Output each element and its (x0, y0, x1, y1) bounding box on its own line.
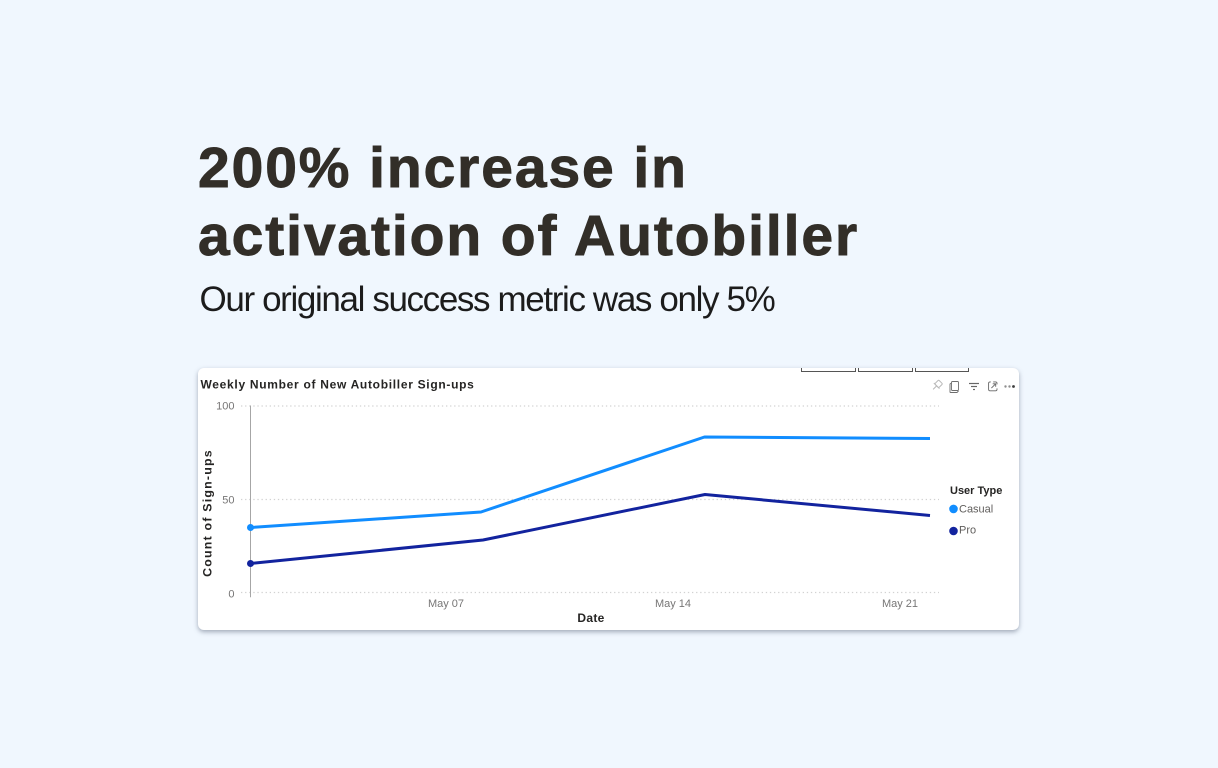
svg-text:May 14: May 14 (655, 598, 691, 610)
svg-text:Pro: Pro (959, 525, 976, 537)
svg-text:100: 100 (216, 401, 234, 413)
svg-text:Casual: Casual (959, 503, 993, 515)
svg-text:Date: Date (577, 611, 604, 625)
svg-text:May 07: May 07 (428, 598, 464, 610)
svg-text:Weekly Number of New Autobille: Weekly Number of New Autobiller Sign-ups (201, 378, 475, 392)
svg-text:Count of Sign-ups: Count of Sign-ups (201, 449, 215, 577)
svg-text:May 21: May 21 (882, 598, 918, 610)
svg-text:50: 50 (222, 495, 234, 507)
svg-text:0: 0 (228, 588, 234, 600)
svg-text:User Type: User Type (950, 485, 1002, 497)
